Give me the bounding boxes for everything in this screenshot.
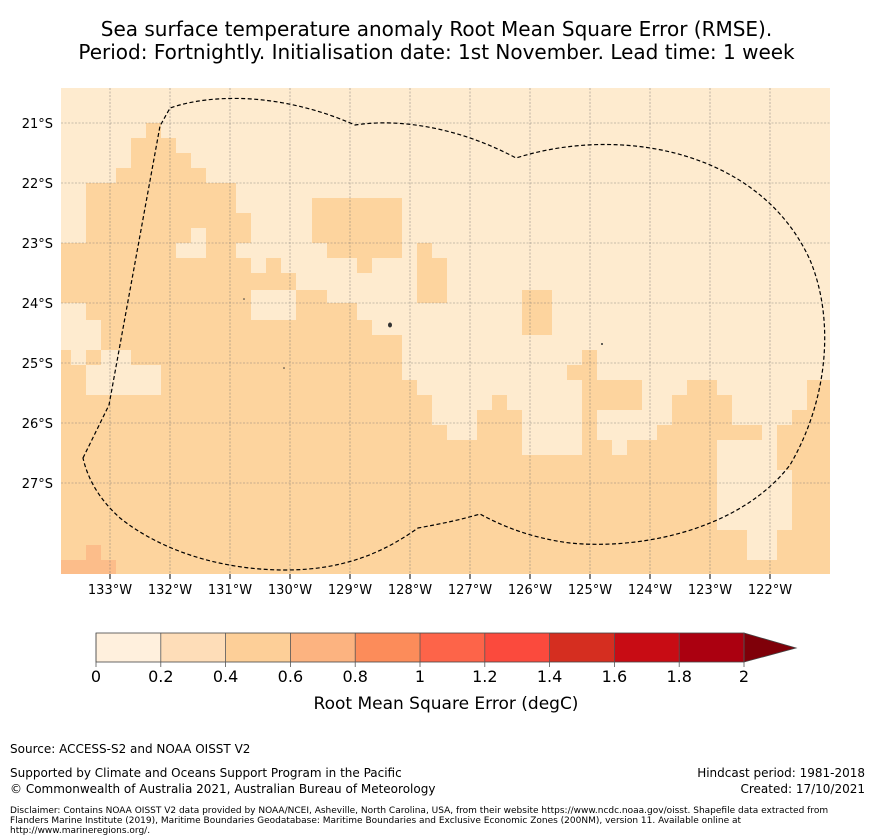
rmse-cell-block [357, 258, 372, 273]
lat-label: 21°S [22, 117, 53, 132]
rmse-cell-block [417, 243, 432, 258]
lat-label: 24°S [22, 297, 53, 312]
colorbar-tick-label: 0.8 [342, 667, 367, 686]
axis-ticks [110, 574, 770, 579]
island-pitcairn [388, 323, 392, 328]
colorbar-tick-label: 1 [415, 667, 425, 686]
colorbar-swatch [290, 633, 355, 662]
colorbar-swatch [679, 633, 744, 662]
colorbar-swatch [420, 633, 485, 662]
colorbar-swatch [485, 633, 550, 662]
colorbar-tick-label: 0.6 [278, 667, 303, 686]
lon-label: 123°W [688, 583, 732, 598]
island-small [283, 367, 285, 369]
lon-label: 127°W [448, 583, 492, 598]
colorbar-label: Root Mean Square Error (degC) [314, 694, 579, 714]
lon-label: 133°W [88, 583, 132, 598]
rmse-cell-hole [86, 365, 161, 395]
footer-disclaimer: Disclaimer: Contains NOAA OISST V2 data … [10, 806, 860, 836]
colorbar-tick-label: 1.6 [602, 667, 627, 686]
footer-source: Source: ACCESS-S2 and NOAA OISST V2 [10, 742, 250, 756]
footer-copyright: © Commonwealth of Australia 2021, Austra… [10, 782, 435, 796]
rmse-cell-block [327, 213, 402, 258]
rmse-cell-hole [236, 198, 251, 213]
island-oeno [601, 343, 603, 345]
rmse-cell-hole [101, 350, 131, 365]
colorbar-extend-arrow [744, 633, 796, 662]
lat-label: 27°S [22, 477, 53, 492]
lat-labels: 21°S 22°S 23°S 24°S 25°S 26°S 27°S [22, 117, 53, 492]
lon-label: 125°W [568, 583, 612, 598]
rmse-cell-hole [86, 320, 101, 350]
colorbar-swatch [226, 633, 291, 662]
rmse-cell-high [86, 545, 101, 560]
colorbar-tick-label: 0.2 [148, 667, 173, 686]
lat-label: 22°S [22, 177, 53, 192]
lon-label: 132°W [148, 583, 192, 598]
colorbar-tick-label: 0.4 [213, 667, 238, 686]
lon-label: 129°W [328, 583, 372, 598]
rmse-cell-hole [717, 440, 777, 530]
map-panel [61, 88, 830, 574]
rmse-cell-hole [747, 530, 777, 560]
colorbar-tick-label: 1.8 [666, 667, 691, 686]
lon-label: 124°W [628, 583, 672, 598]
colorbar-tick-label: 2 [739, 667, 749, 686]
colorbar-swatch [550, 633, 615, 662]
colorbar-tick-labels: 0 0.2 0.4 0.6 0.8 1 1.2 1.4 1.6 1.8 2 [91, 667, 749, 686]
colorbar-tick-label: 0 [91, 667, 101, 686]
lat-label: 26°S [22, 417, 53, 432]
footer-supported: Supported by Climate and Oceans Support … [10, 766, 402, 780]
lat-label: 23°S [22, 237, 53, 252]
rmse-cell-hole [777, 485, 792, 530]
footer-hindcast: Hindcast period: 1981-2018 [697, 766, 865, 780]
colorbar: 0 0.2 0.4 0.6 0.8 1 1.2 1.4 1.6 1.8 2 Ro… [91, 633, 796, 714]
lon-label: 122°W [748, 583, 792, 598]
rmse-cell-block [417, 258, 447, 303]
colorbar-swatch [96, 633, 161, 662]
rmse-cell-high [61, 560, 116, 574]
colorbar-swatch [614, 633, 679, 662]
island-ducie [243, 298, 245, 300]
rmse-cell-hole [432, 365, 462, 380]
rmse-cell-hole [251, 290, 296, 320]
colorbar-tick-label: 1.2 [472, 667, 497, 686]
lon-labels: 133°W 132°W 131°W 130°W 129°W 128°W 127°… [88, 583, 792, 598]
lon-label: 130°W [268, 583, 312, 598]
lon-label: 128°W [388, 583, 432, 598]
lat-label: 25°S [22, 357, 53, 372]
colorbar-swatch [355, 633, 420, 662]
rmse-cell-block [522, 290, 552, 335]
footer-created: Created: 17/10/2021 [740, 782, 865, 796]
lon-label: 131°W [208, 583, 252, 598]
rmse-cell-hole [176, 243, 206, 258]
lon-label: 126°W [508, 583, 552, 598]
rmse-cell-hole [61, 303, 86, 350]
rmse-cell-hole [191, 228, 206, 243]
colorbar-tick-label: 1.4 [537, 667, 562, 686]
colorbar-swatch [161, 633, 226, 662]
